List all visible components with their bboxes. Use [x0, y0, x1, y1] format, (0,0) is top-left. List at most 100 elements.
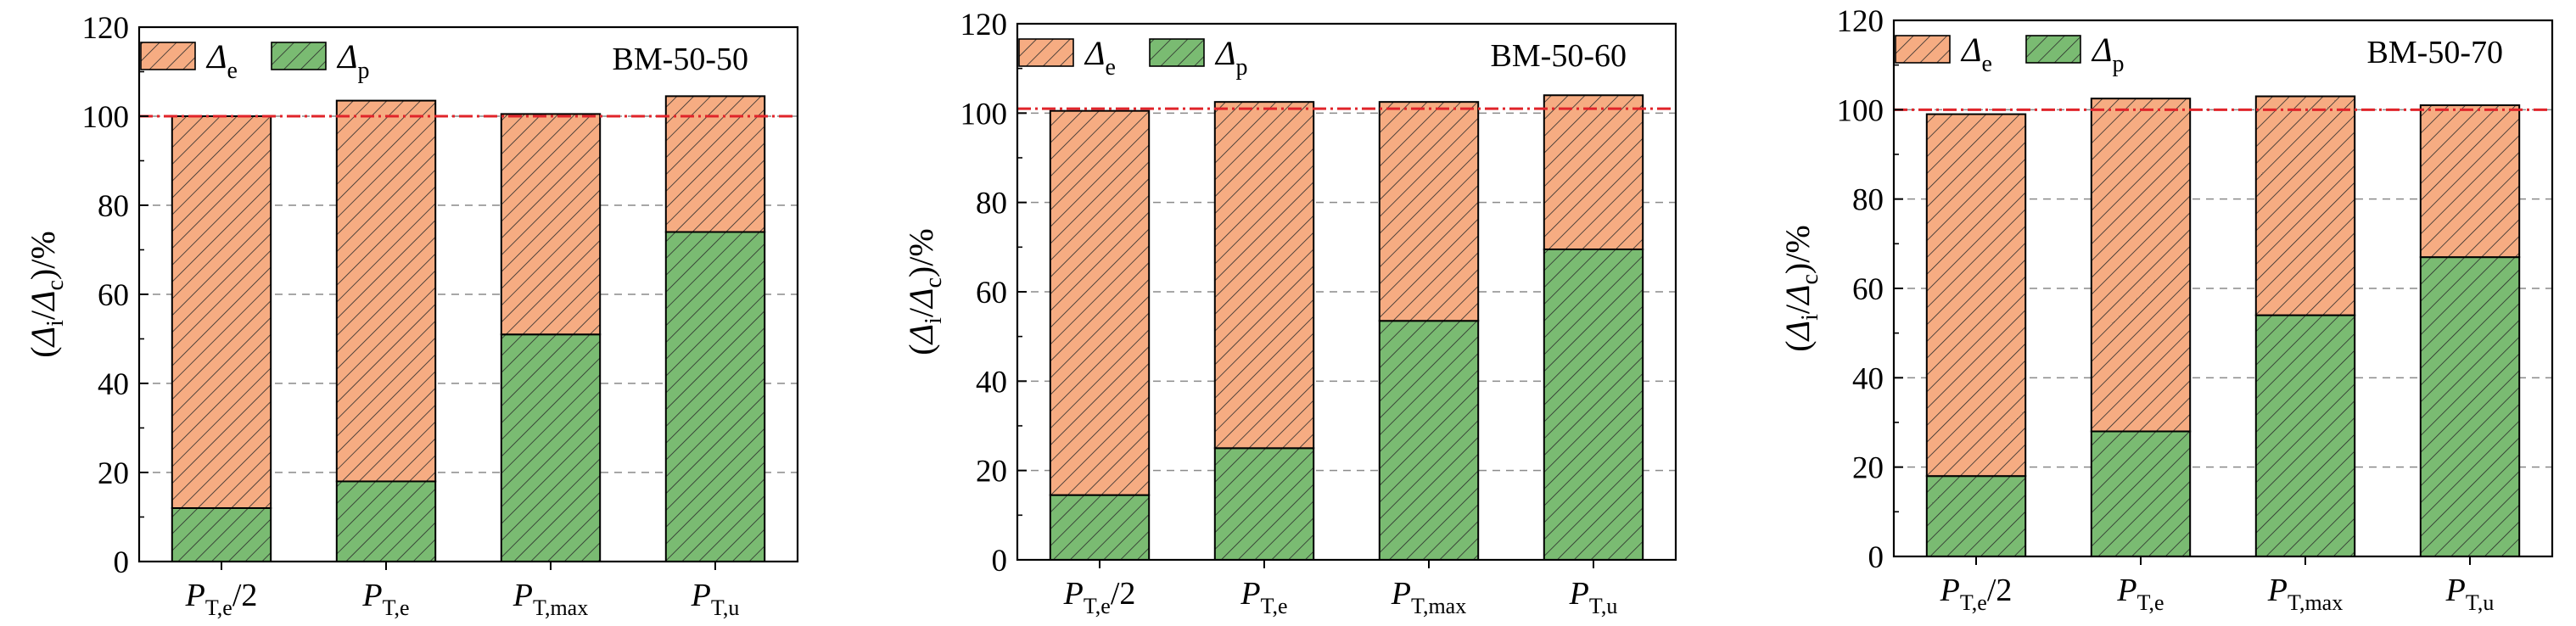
ylabel-part: (	[1778, 340, 1817, 351]
ylabel-part: Δ	[902, 288, 940, 310]
bar-elastic	[171, 115, 272, 509]
x-label-suffix: /2	[1111, 576, 1136, 612]
ylabel-sub: i	[921, 317, 947, 324]
bar-elastic	[2254, 95, 2356, 316]
y-tick-label: 80	[98, 189, 129, 224]
y-tick-label: 20	[976, 455, 1007, 489]
ylabel-sub: c	[42, 280, 69, 290]
y-tick-label: 120	[1837, 4, 1884, 39]
x-label-sub: T,u	[2466, 590, 2494, 615]
y-tick-label: 40	[1852, 361, 1884, 396]
y-tick-label: 80	[976, 187, 1007, 221]
x-label-sub: T,e	[1084, 594, 1111, 618]
bar-elastic	[1213, 101, 1315, 450]
y-tick-label: 60	[1852, 272, 1884, 307]
legend-swatch-elastic	[1895, 35, 1951, 64]
bar-elastic	[664, 95, 766, 233]
ylabel-sub: c	[1797, 274, 1823, 284]
y-tick-label: 60	[98, 278, 129, 313]
x-tick-label: PT,e	[361, 578, 409, 620]
bar-elastic	[2419, 104, 2521, 259]
legend: Δe Δp	[140, 37, 369, 84]
legend-swatch-plastic	[1149, 38, 1205, 67]
x-label-main: P	[691, 578, 711, 613]
bar-elastic	[1925, 113, 2027, 478]
x-label-sub: T,u	[711, 595, 739, 620]
bar-elastic	[335, 99, 437, 483]
bar-plastic	[1378, 320, 1480, 561]
ylabel-part: Δ	[24, 291, 62, 312]
y-tick-label: 120	[82, 11, 130, 46]
legend-symbol: Δ	[1960, 31, 1981, 69]
legend-symbol: Δ	[1214, 34, 1235, 72]
bar-plastic	[1925, 475, 2027, 558]
chart-title: BM-50-50	[613, 42, 748, 77]
bar-plastic	[335, 480, 437, 562]
x-tick-label: PT,e/2	[185, 578, 258, 620]
x-label-sub: T,e	[383, 595, 410, 620]
legend-swatch-plastic	[271, 42, 327, 70]
ylabel-sub: i	[42, 320, 69, 327]
x-label-main: P	[512, 578, 533, 613]
x-label-main: P	[2445, 573, 2466, 608]
ylabel-part: )/%	[24, 231, 62, 280]
x-label-main: P	[1569, 576, 1589, 612]
ylabel-part: /	[24, 310, 62, 320]
x-label-sub: T,e	[1261, 594, 1288, 618]
y-tick-label: 120	[960, 8, 1008, 42]
legend-swatch-plastic	[2025, 35, 2081, 64]
x-tick-label: PT,e/2	[1940, 573, 2013, 615]
x-tick-label: PT,e	[1240, 576, 1287, 618]
y-tick-label: 0	[992, 544, 1008, 578]
chart-title: BM-50-70	[2367, 35, 2503, 70]
ylabel-part: (	[24, 346, 62, 357]
y-axis-label: (Δi/Δc)/%	[902, 228, 947, 355]
bar-plastic	[2090, 430, 2192, 557]
y-tick-label: 40	[98, 367, 129, 402]
legend-label-plastic: Δp	[1214, 34, 1247, 81]
bar-elastic	[2090, 98, 2192, 433]
y-tick-label: 0	[114, 545, 130, 580]
legend-label-elastic: Δe	[1960, 31, 1992, 77]
y-tick-label: 100	[82, 100, 130, 135]
bar-plastic	[1213, 447, 1315, 561]
x-label-main: P	[1240, 576, 1260, 612]
bar-elastic	[500, 113, 602, 336]
legend-symbol: Δ	[2091, 31, 2112, 69]
legend: Δe Δp	[1895, 31, 2124, 77]
x-tick-label: PT,e	[2116, 573, 2164, 615]
x-label-suffix: /2	[1987, 573, 2013, 608]
x-label-main: P	[1391, 576, 1411, 612]
legend-symbol: Δ	[1084, 34, 1105, 72]
ylabel-part: )/%	[902, 228, 940, 277]
x-label-sub: T,max	[2288, 590, 2343, 615]
bar-plastic	[500, 333, 602, 562]
legend-subscript: e	[1981, 51, 1991, 77]
y-tick-label: 40	[976, 365, 1007, 400]
x-label-sub: T,e	[205, 595, 232, 620]
x-label-main: P	[1063, 576, 1084, 612]
ylabel-sub: c	[921, 277, 947, 288]
bar-plastic	[664, 231, 766, 562]
x-tick-label: PT,max	[1391, 576, 1466, 618]
x-tick-label: PT,e/2	[1063, 576, 1136, 618]
ylabel-part: /	[1778, 304, 1817, 314]
legend-swatch-elastic	[140, 42, 196, 70]
bar-elastic	[1049, 109, 1151, 496]
legend-subscript: p	[2112, 51, 2124, 77]
bar-plastic	[2254, 314, 2356, 557]
legend-subscript: p	[1235, 54, 1247, 81]
y-tick-label: 100	[1837, 93, 1884, 128]
legend-label-elastic: Δe	[205, 37, 238, 84]
x-label-main: P	[2267, 573, 2288, 608]
legend-label-elastic: Δe	[1084, 34, 1116, 81]
bar-plastic	[1049, 494, 1151, 562]
x-label-main: P	[185, 578, 205, 613]
y-axis-label: (Δi/Δc)/%	[1778, 225, 1823, 351]
x-tick-label: PT,u	[691, 578, 740, 620]
legend: Δe Δp	[1018, 34, 1247, 81]
